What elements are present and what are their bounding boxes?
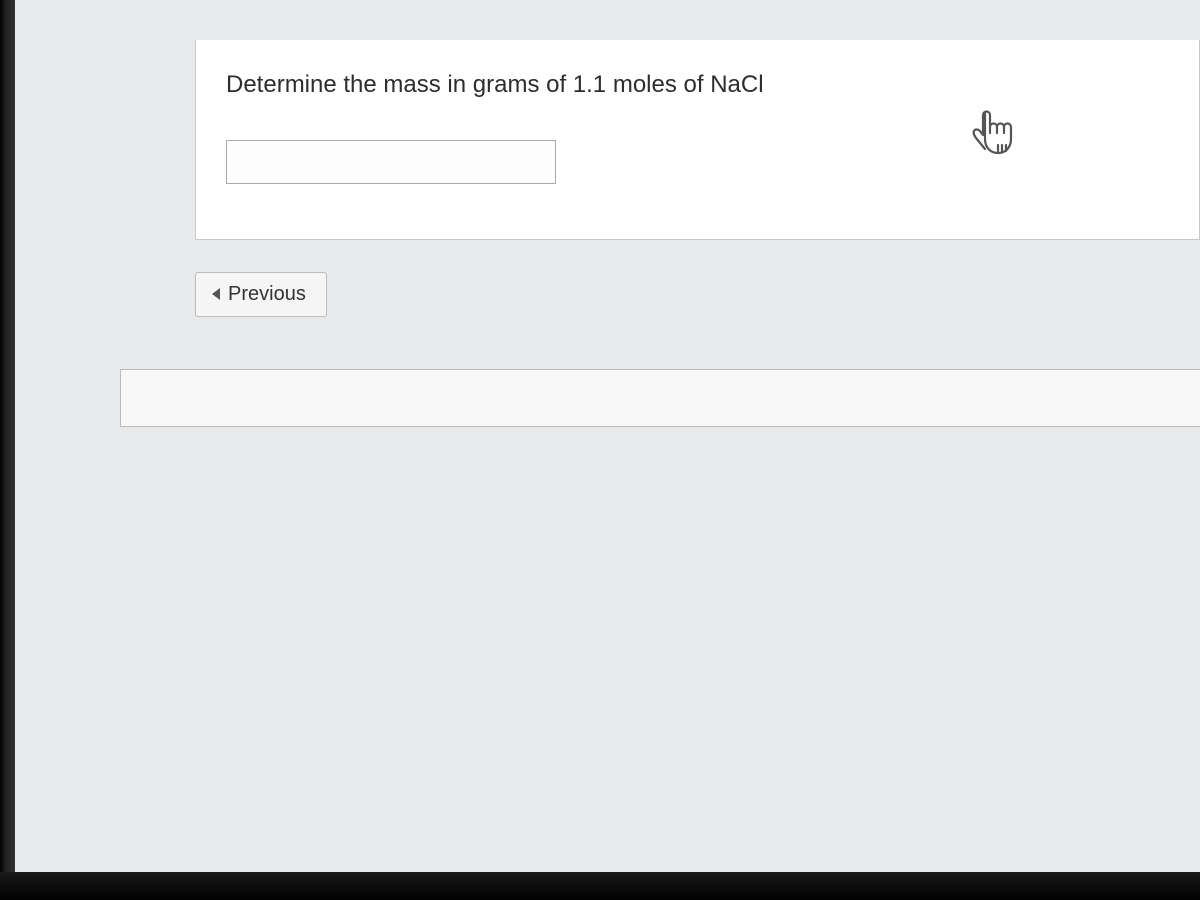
question-prompt: Determine the mass in grams of 1.1 moles… — [226, 68, 1169, 102]
navigation-row: Previous — [195, 272, 1200, 317]
previous-button-label: Previous — [228, 283, 306, 306]
question-card: Determine the mass in grams of 1.1 moles… — [195, 40, 1200, 240]
screen-bottom-bezel — [0, 872, 1200, 900]
chevron-left-icon — [212, 288, 220, 300]
footer-bar — [120, 369, 1200, 427]
answer-input[interactable] — [226, 140, 556, 184]
quiz-page: Determine the mass in grams of 1.1 moles… — [0, 0, 1200, 427]
previous-button[interactable]: Previous — [195, 272, 327, 317]
